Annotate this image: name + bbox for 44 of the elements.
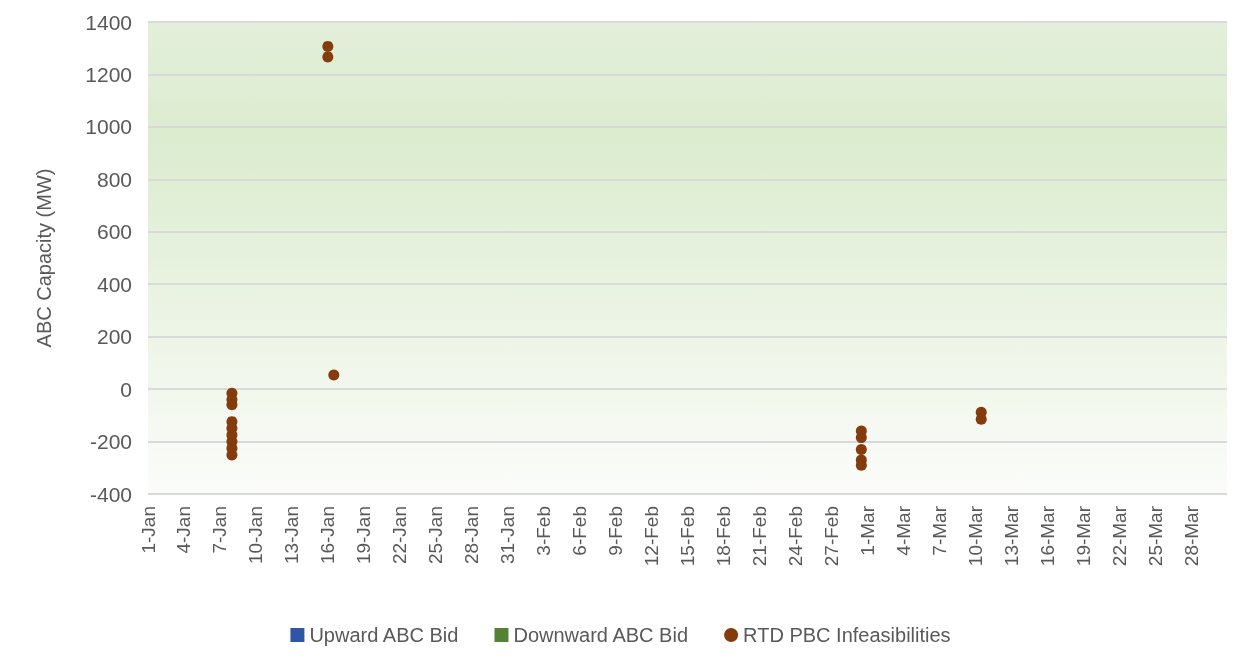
x-tick-label: 16-Mar [1036,505,1058,567]
x-tick-label: 16-Jan [317,506,339,565]
x-tick-label: 13-Jan [281,506,303,565]
legend-label: Downward ABC Bid [513,624,689,646]
legend-label: Upward ABC Bid [309,624,459,646]
x-tick-label: 21-Feb [748,506,770,567]
x-tick-label: 6-Feb [569,506,591,556]
x-tick-label: 28-Mar [1180,505,1202,567]
y-tick-label: 1400 [85,10,132,34]
legend-label: RTD PBC Infeasibilities [743,624,951,646]
x-tick-label: 15-Feb [677,506,698,567]
y-tick-label: 1200 [85,62,132,86]
x-tick-label: 1-Jan [137,506,159,554]
x-tick-label: 27-Feb [820,506,842,567]
y-tick-label: -400 [89,482,132,506]
x-tick-label: 22-Jan [389,506,411,565]
y-tick-label: 200 [96,325,132,349]
x-tick-label: 3-Feb [533,506,555,556]
y-tick-label: 400 [96,272,132,296]
x-tick-label: 13-Mar [1000,505,1022,567]
x-tick-label: 28-Jan [461,506,483,565]
x-tick-label: 31-Jan [497,506,519,565]
x-tick-label: 10-Jan [245,506,267,565]
x-tick-label: 10-Mar [964,505,986,567]
x-tick-label: 4-Jan [173,506,195,554]
x-tick-label: 19-Mar [1072,505,1094,567]
x-tick-label: 7-Mar [928,505,950,556]
x-tick-label: 24-Feb [784,506,806,567]
x-tick-label: 1-Mar [856,505,878,556]
x-tick-label: 22-Mar [1108,505,1130,567]
x-tick-label: 9-Feb [605,506,627,556]
y-axis-title: ABC Capacity (MW) [33,168,55,348]
x-tick-label: 19-Jan [353,506,375,565]
x-tick-label: 25-Mar [1144,505,1166,567]
x-tick-label: 4-Mar [892,505,914,556]
x-tick-label: 25-Jan [425,506,447,565]
x-tick-label: 7-Jan [209,506,231,554]
y-tick-label: -200 [89,430,132,454]
x-tick-label: 12-Feb [641,506,663,567]
y-tick-label: 600 [96,220,132,244]
y-tick-label: 800 [96,167,132,191]
x-tick-label: 18-Feb [712,506,734,567]
y-tick-label: 0 [120,377,132,401]
y-tick-label: 1000 [85,115,132,139]
